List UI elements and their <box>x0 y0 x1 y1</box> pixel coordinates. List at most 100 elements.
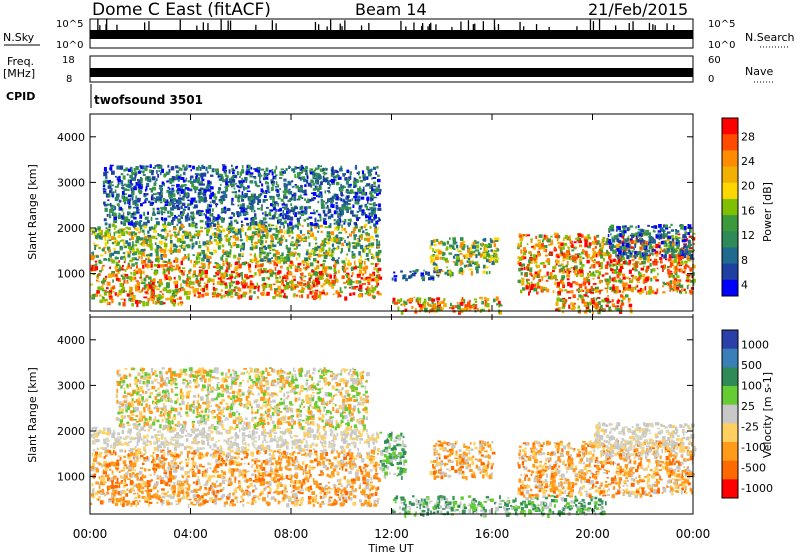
data-cell <box>560 277 565 281</box>
data-cell <box>103 167 107 172</box>
data-cell <box>125 197 128 201</box>
data-cell <box>368 260 370 262</box>
data-cell <box>192 288 196 293</box>
data-cell <box>191 235 196 239</box>
data-cell <box>555 301 559 306</box>
data-cell <box>442 242 446 246</box>
data-cell <box>393 275 398 278</box>
data-cell <box>277 209 280 212</box>
data-cell <box>177 248 181 253</box>
data-cell <box>576 273 579 278</box>
data-cell <box>128 194 132 197</box>
data-cell <box>619 230 622 233</box>
data-cell <box>172 197 176 202</box>
data-cell <box>224 284 228 289</box>
data-cell <box>158 170 161 172</box>
data-cell <box>221 164 226 166</box>
data-cell <box>291 236 294 239</box>
data-cell <box>301 185 303 189</box>
data-cell <box>612 286 616 291</box>
data-cell <box>484 244 488 248</box>
data-cell <box>574 246 578 249</box>
data-cell <box>572 281 576 284</box>
data-cell <box>334 175 337 179</box>
data-cell <box>180 213 185 217</box>
data-cell <box>162 267 165 271</box>
data-cell <box>230 270 235 274</box>
data-cell <box>459 253 463 255</box>
data-cell <box>257 230 261 234</box>
data-cell <box>215 241 220 246</box>
data-cell <box>243 291 248 295</box>
data-cell <box>576 270 580 275</box>
data-cell <box>624 298 626 300</box>
data-cell <box>297 234 300 237</box>
data-cell <box>268 217 273 220</box>
data-cell <box>146 176 149 180</box>
data-cell <box>475 261 479 264</box>
nsky-spike <box>344 20 346 30</box>
data-cell <box>576 269 579 272</box>
data-cell <box>346 169 350 174</box>
data-cell <box>366 215 370 218</box>
data-cell <box>342 185 345 188</box>
data-cell <box>300 277 303 281</box>
data-cell <box>253 197 257 200</box>
data-cell <box>175 259 179 263</box>
data-cell <box>336 228 339 231</box>
data-cell <box>203 172 207 177</box>
nsky-trace <box>90 30 693 39</box>
data-cell <box>677 236 681 239</box>
data-cell <box>190 175 194 179</box>
data-cell <box>94 246 97 250</box>
data-cell <box>306 175 309 180</box>
data-cell <box>552 290 555 294</box>
data-cell <box>561 289 564 292</box>
data-cell <box>121 187 125 190</box>
data-cell <box>672 277 676 280</box>
data-cell <box>405 277 408 282</box>
data-cell <box>679 248 682 251</box>
data-cell <box>372 238 376 241</box>
data-cell <box>145 275 149 278</box>
data-cell <box>315 277 319 282</box>
data-cell <box>633 240 638 245</box>
data-cell <box>345 274 348 276</box>
data-cell <box>546 235 548 239</box>
data-cell <box>218 178 223 181</box>
data-cell <box>153 296 156 298</box>
data-cell <box>153 264 158 267</box>
data-cell <box>152 186 156 191</box>
data-cell <box>205 287 209 291</box>
data-cell <box>123 279 126 284</box>
data-cell <box>162 295 165 299</box>
data-cell <box>587 245 591 249</box>
data-cell <box>139 220 143 223</box>
data-cell <box>257 295 259 299</box>
data-cell <box>597 261 600 265</box>
data-cell <box>199 211 201 215</box>
data-cell <box>338 207 342 210</box>
data-cell <box>178 268 181 273</box>
nsky-spike <box>271 20 273 30</box>
data-cell <box>96 290 100 294</box>
data-cell <box>316 271 320 274</box>
data-cell <box>96 234 99 239</box>
data-cell <box>459 267 463 272</box>
data-cell <box>242 213 247 216</box>
data-cell <box>376 165 379 169</box>
data-cell <box>254 272 257 276</box>
data-cell <box>434 249 439 253</box>
data-cell <box>184 235 189 239</box>
data-cell <box>245 187 249 190</box>
data-cell <box>202 241 207 246</box>
data-cell <box>429 304 434 307</box>
data-cell <box>133 167 136 172</box>
data-cell <box>359 289 363 292</box>
data-cell <box>365 214 368 219</box>
data-cell <box>236 221 239 224</box>
data-cell <box>219 201 223 204</box>
data-cell <box>558 245 561 249</box>
data-cell <box>265 190 268 194</box>
data-cell <box>288 188 291 191</box>
